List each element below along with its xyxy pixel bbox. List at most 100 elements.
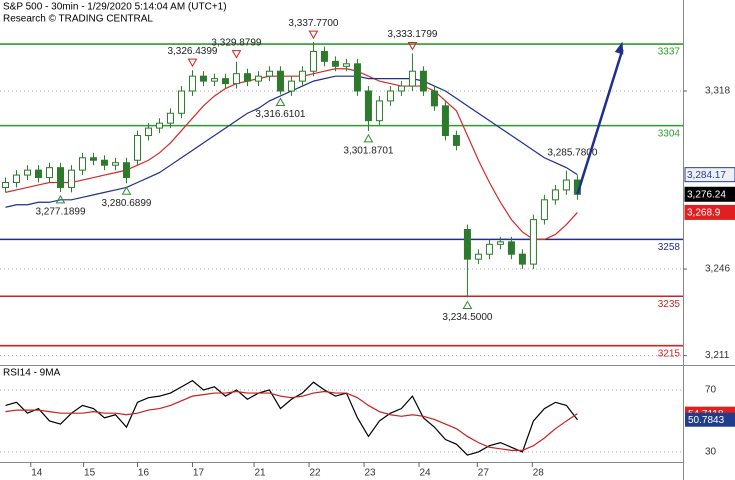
annotation-label: 3,277.1899 <box>35 207 85 218</box>
candle-body <box>562 179 570 191</box>
x-tick-label: 28 <box>533 468 545 479</box>
rsi-title: RSI14 - 9MA <box>3 368 61 379</box>
candle-body <box>430 90 438 107</box>
x-tick-label: 14 <box>31 468 43 479</box>
candle-body <box>452 135 460 146</box>
low-marker <box>363 133 374 143</box>
x-tick-label: 22 <box>309 468 321 479</box>
arrow-head <box>614 41 624 55</box>
candle-body <box>89 157 97 161</box>
candle-body <box>397 85 405 92</box>
candle-body <box>34 169 42 179</box>
candle-body <box>177 90 185 114</box>
y-tick-label: 3,246 <box>705 264 730 275</box>
rsi-tick-label: 30 <box>705 447 717 458</box>
projection-arrow <box>576 49 624 195</box>
level-label: 3304 <box>658 128 681 139</box>
candle-body <box>518 253 526 265</box>
candle-body <box>133 135 141 161</box>
annotation-label: 3,329.8799 <box>211 37 261 48</box>
annotation-label: 3,285.7800 <box>547 147 597 158</box>
candle-body <box>463 228 471 260</box>
candle-body <box>331 60 339 67</box>
price-tag <box>684 204 735 220</box>
chart-subtitle: Research © TRADING CENTRAL <box>3 14 153 25</box>
level-label: 3215 <box>658 348 681 359</box>
candle-body <box>298 70 306 82</box>
annotation-label: 3,333.1799 <box>387 29 437 40</box>
candle-body <box>276 70 284 92</box>
candle-body <box>122 162 130 179</box>
candle-body <box>364 90 372 122</box>
annotation-label: 3,234.5000 <box>442 312 492 323</box>
annotation-label: 3,337.7700 <box>288 18 338 29</box>
candle-body <box>485 243 493 255</box>
candle-body <box>309 50 317 72</box>
candle-body <box>78 157 86 171</box>
candle-body <box>232 73 240 85</box>
annotation-label: 3,280.6899 <box>101 198 151 209</box>
candle-body <box>199 75 207 82</box>
level-label: 3235 <box>658 299 681 310</box>
candle-body <box>100 159 108 166</box>
high-marker <box>308 30 319 40</box>
candle-body <box>67 169 75 188</box>
candle-body <box>111 162 119 166</box>
candle-body <box>210 78 218 82</box>
candle-body <box>12 174 20 183</box>
candle-body <box>144 127 152 137</box>
candle-body <box>56 167 64 188</box>
price-tag <box>684 167 735 183</box>
candle-body <box>287 80 295 92</box>
candle-body <box>243 73 251 82</box>
chart-title: S&P 500 - 30min - 1/29/2020 5:14:04 AM (… <box>3 2 227 13</box>
candle-body <box>540 199 548 221</box>
candle-body <box>496 241 504 245</box>
rsi-line <box>5 379 578 456</box>
x-tick-label: 16 <box>138 468 150 479</box>
low-marker <box>55 194 66 204</box>
candle-body <box>342 63 350 67</box>
high-marker <box>231 50 242 59</box>
candle-body <box>155 122 163 129</box>
low-marker <box>275 97 286 106</box>
candle-body <box>419 70 427 92</box>
y-tick-label: 3,318 <box>705 86 730 97</box>
candle-body <box>529 219 537 265</box>
rsi-tick-label: 70 <box>705 385 717 396</box>
x-tick-label: 23 <box>364 468 376 479</box>
candle-body <box>386 90 394 102</box>
annotation-label: 3,326.4399 <box>167 46 217 57</box>
candle-body <box>166 112 174 124</box>
annotation-label: 3,301.8701 <box>343 146 393 157</box>
rsi-line <box>5 390 578 451</box>
high-marker <box>187 58 198 68</box>
low-marker <box>462 300 473 309</box>
price-tag <box>684 186 735 202</box>
candle-body <box>408 70 416 87</box>
x-tick-label: 24 <box>419 468 431 479</box>
candle-body <box>221 78 229 85</box>
rsi-tag <box>685 412 735 427</box>
y-tick-label: 3,211 <box>705 350 730 361</box>
candle-body <box>45 167 53 179</box>
candle-body <box>507 241 515 255</box>
level-label: 3337 <box>658 47 681 58</box>
annotation-label: 3,316.6101 <box>255 109 305 120</box>
rsi-tag-label: 50.7843 <box>688 415 725 426</box>
candle-body <box>1 182 9 188</box>
price-tag-label: 3,284.17 <box>687 170 726 181</box>
price-tag-label: 3,276.24 <box>687 189 726 200</box>
candle-body <box>474 253 482 260</box>
high-marker <box>407 41 418 51</box>
x-tick-label: 17 <box>193 468 205 479</box>
candle-body <box>353 63 361 92</box>
candle-body <box>188 75 196 92</box>
x-tick-label: 21 <box>255 468 267 479</box>
candle-body <box>23 169 31 176</box>
candle-body <box>441 105 449 137</box>
price-tag-label: 3,268.9 <box>687 208 721 219</box>
candle-body <box>375 100 383 122</box>
